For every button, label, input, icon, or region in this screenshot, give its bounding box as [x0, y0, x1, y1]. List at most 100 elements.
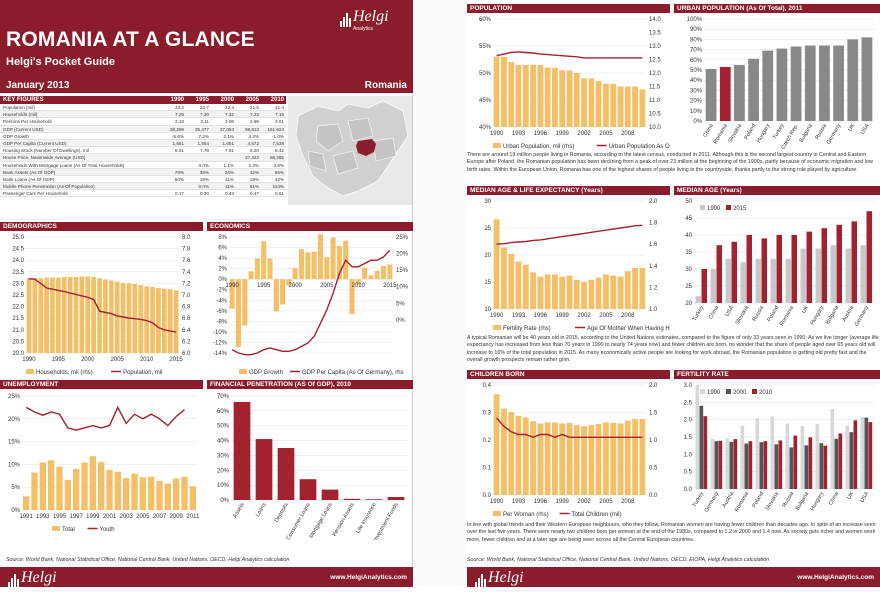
website-link[interactable]: www.HelgiAnalytics.com — [330, 574, 407, 581]
x-tick-label: UK — [846, 491, 855, 501]
y-tick-label: 1.0 — [649, 438, 658, 444]
key-figure-value: 0.43 — [225, 191, 234, 197]
y-tick-label: 20.0 — [12, 351, 24, 357]
bar — [103, 279, 108, 353]
bar — [785, 423, 790, 489]
bar — [277, 448, 295, 500]
y-tick-label: 25.0 — [12, 235, 24, 241]
x-tick-label: 2011 — [186, 514, 200, 520]
key-figure-value: 161,624 — [267, 126, 284, 132]
x-tick-label: Mortgage Loans — [309, 502, 334, 540]
bar — [864, 417, 869, 489]
key-figure-value: 114% — [272, 184, 284, 190]
y-tick-label: 1.5 — [649, 411, 658, 417]
y-tick-label: -6% — [216, 309, 227, 315]
y-tick-label: 22.5 — [12, 293, 24, 299]
bar — [552, 422, 558, 495]
bar — [847, 39, 859, 121]
bar — [770, 416, 775, 489]
bar — [181, 476, 188, 510]
x-tick-label: 2000 — [289, 283, 303, 289]
bar — [139, 477, 146, 510]
y-tick-label: 0.1 — [483, 466, 492, 472]
x-tick-label: 1990 — [490, 499, 504, 505]
footer-bar: Helgi Analytics www.HelgiAnalytics.com — [0, 567, 413, 593]
key-figure-value: 7.23 — [250, 112, 259, 118]
bar — [493, 219, 500, 309]
y-tick-label: 10.0 — [649, 125, 661, 131]
logo-bars-icon — [475, 574, 486, 588]
legend-label: Total Children (mil) — [572, 512, 622, 518]
y-tick-label: 6.0 — [182, 351, 191, 357]
bar — [866, 211, 873, 303]
y-tick-label: 0% — [693, 119, 702, 125]
key-figure-value: 21.6 — [250, 105, 259, 110]
key-figure-value: 43% — [274, 176, 284, 182]
bar — [755, 258, 762, 303]
y-tick-label: 8% — [218, 235, 227, 241]
bar — [114, 471, 121, 510]
bar — [31, 472, 38, 510]
bar — [365, 499, 383, 500]
footer-logo: Helgi Analytics — [8, 569, 57, 593]
key-figure-value: 7.32 — [225, 112, 234, 118]
x-tick-label: Romania — [734, 490, 751, 513]
y-tick-label: 25 — [685, 284, 692, 290]
bar — [595, 81, 602, 127]
key-figure-value: 1,651 — [222, 140, 235, 146]
bar — [617, 423, 624, 495]
x-tick-label: 2010 — [352, 283, 366, 289]
key-figure-label: Households With Mortgage Loans (As Of To… — [3, 162, 125, 168]
y-tick-label: 1.0 — [649, 307, 658, 313]
bar — [733, 439, 738, 489]
y-tick-label: 13.0 — [649, 44, 661, 50]
urban-population-chart: 0%10%20%30%40%50%60%70%80%90%100%ChinaRo… — [687, 17, 874, 151]
bar — [261, 241, 267, 280]
key-figure-value: 4,572 — [247, 140, 260, 146]
x-tick-label: Slovakia — [728, 122, 744, 144]
bar — [731, 241, 738, 303]
y-tick-label: 0% — [11, 508, 20, 514]
y-tick-label: 5% — [11, 485, 20, 491]
x-tick-label: Investment Funds — [373, 502, 400, 540]
key-figure-value: 0.0% — [198, 184, 209, 190]
y-tick-label: 23.0 — [12, 281, 24, 287]
x-tick-label: Bulgaria — [795, 490, 811, 511]
bar — [321, 489, 339, 500]
y-tick-label: 40% — [479, 125, 492, 131]
bar — [763, 441, 768, 489]
bar — [156, 480, 163, 510]
y-tick-label: -10% — [213, 330, 228, 336]
y-tick-label: 24.0 — [12, 258, 24, 264]
key-figure-value: 18% — [199, 176, 209, 182]
bar — [233, 401, 251, 500]
bar — [699, 405, 704, 489]
website-link-2[interactable]: www.HelgiAnalytics.com — [797, 574, 874, 581]
x-tick-label: 2005 — [599, 131, 613, 137]
bar — [703, 416, 708, 489]
key-figure-value: 7,538 — [272, 140, 285, 146]
page-subtitle: Helgi's Pocket Guide — [6, 56, 115, 68]
series-line — [496, 224, 643, 245]
x-tick-label: Consumer Loans — [286, 502, 312, 540]
bar — [804, 445, 809, 489]
y-tick-label: 3.0 — [684, 383, 693, 389]
bar — [67, 277, 73, 353]
key-figure-row: Mobile Phone Penetration (As Of Populati… — [0, 183, 286, 191]
y-tick-label: 10% — [8, 462, 21, 468]
y-tick-label: 6.6 — [182, 316, 191, 322]
bar — [725, 258, 732, 303]
bar — [588, 279, 595, 309]
y-tick-label: 0.0 — [483, 493, 492, 499]
y-tick-label: 2% — [218, 267, 227, 273]
key-figure-row: Persons Per Household 3.18 3.11 3.06 2.99 3.0… — [0, 118, 286, 126]
series-line — [25, 405, 185, 431]
x-tick-label: 2002 — [577, 313, 591, 319]
bar — [50, 277, 55, 353]
section-unemployment: UNEMPLOYMENT — [0, 380, 203, 389]
x-tick-label: 2005 — [599, 499, 613, 505]
bar — [617, 86, 624, 127]
bar — [537, 423, 544, 495]
bar — [522, 417, 529, 495]
bar — [793, 435, 798, 489]
